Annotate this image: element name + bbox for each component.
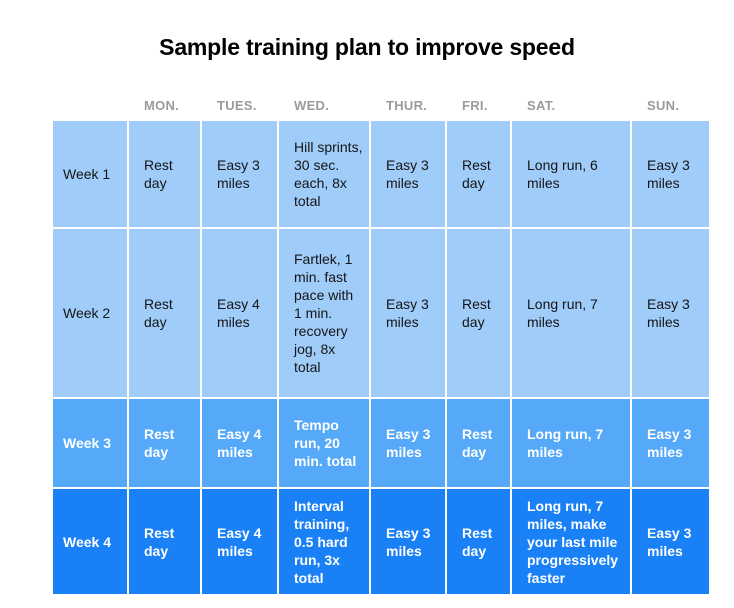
plan-cell: Easy 3 miles bbox=[371, 121, 445, 227]
plan-cell: Easy 3 miles bbox=[371, 229, 445, 397]
plan-cell: Easy 3 miles bbox=[632, 229, 709, 397]
plan-cell: Fartlek, 1 min. fast pace with 1 min. re… bbox=[279, 229, 369, 397]
plan-cell: Easy 3 miles bbox=[202, 121, 277, 227]
week-label-3: Week 3 bbox=[53, 399, 127, 487]
plan-cell: Easy 3 miles bbox=[632, 121, 709, 227]
training-plan-table: MON. TUES. WED. THUR. FRI. SAT. SUN. Week 1 Res… bbox=[53, 96, 709, 594]
plan-cell: Long run, 7 miles, make your last mile p… bbox=[512, 489, 630, 594]
week-label-2: Week 2 bbox=[53, 229, 127, 397]
plan-cell: Rest day bbox=[447, 121, 510, 227]
day-header-sat: SAT. bbox=[512, 96, 630, 114]
plan-cell: Rest day bbox=[129, 121, 200, 227]
plan-cell: Long run, 7 miles bbox=[512, 399, 630, 487]
page-title: Sample training plan to improve speed bbox=[159, 34, 575, 60]
plan-cell: Rest day bbox=[447, 489, 510, 594]
plan-cell: Hill sprints, 30 sec. each, 8x total bbox=[279, 121, 369, 227]
plan-cell: Long run, 7 miles bbox=[512, 229, 630, 397]
day-header-mon: MON. bbox=[129, 96, 200, 114]
header-corner-spacer bbox=[53, 96, 127, 114]
plan-cell: Rest day bbox=[129, 399, 200, 487]
day-header-row: MON. TUES. WED. THUR. FRI. SAT. SUN. bbox=[53, 96, 709, 114]
day-header-tues: TUES. bbox=[202, 96, 277, 114]
day-header-thur: THUR. bbox=[371, 96, 445, 114]
plan-cell: Easy 4 miles bbox=[202, 489, 277, 594]
plan-cell: Rest day bbox=[129, 489, 200, 594]
week-label-1: Week 1 bbox=[53, 121, 127, 227]
week-label-4: Week 4 bbox=[53, 489, 127, 594]
plan-cell: Rest day bbox=[447, 399, 510, 487]
day-header-sun: SUN. bbox=[632, 96, 709, 114]
plan-cell: Easy 4 miles bbox=[202, 399, 277, 487]
plan-cell: Easy 4 miles bbox=[202, 229, 277, 397]
day-header-fri: FRI. bbox=[447, 96, 510, 114]
plan-cell: Rest day bbox=[129, 229, 200, 397]
plan-body: Week 1 Rest day Easy 3 miles Hill sprints, … bbox=[53, 121, 709, 594]
plan-cell: Long run, 6 miles bbox=[512, 121, 630, 227]
plan-cell: Easy 3 miles bbox=[371, 399, 445, 487]
plan-cell: Easy 3 miles bbox=[371, 489, 445, 594]
plan-cell: Interval training, 0.5 hard run, 3x tota… bbox=[279, 489, 369, 594]
plan-cell: Easy 3 miles bbox=[632, 399, 709, 487]
plan-cell: Rest day bbox=[447, 229, 510, 397]
plan-cell: Easy 3 miles bbox=[632, 489, 709, 594]
plan-cell: Tempo run, 20 min. total bbox=[279, 399, 369, 487]
day-header-wed: WED. bbox=[279, 96, 369, 114]
